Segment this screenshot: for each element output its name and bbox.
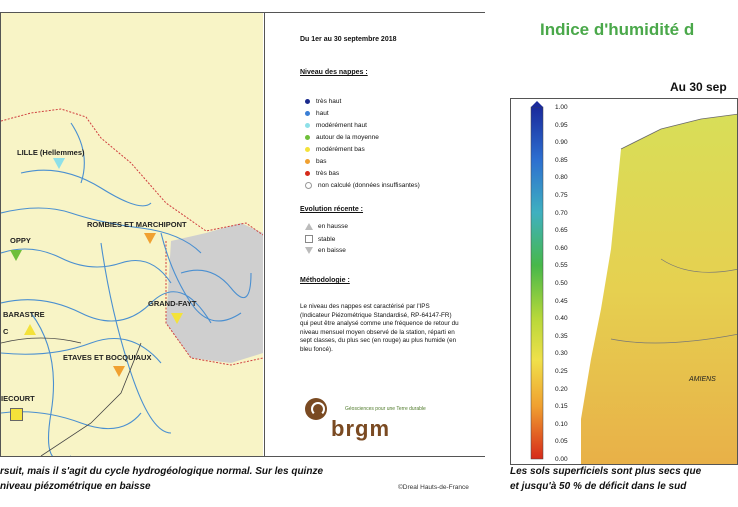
legend-level-item: autour de la moyenne — [305, 134, 379, 141]
station-marker[interactable] — [10, 250, 22, 261]
scale-tick-label: 0.15 — [555, 403, 568, 411]
color-scale-bar — [530, 106, 544, 460]
panel-subtitle: Au 30 sep — [670, 80, 727, 94]
scale-tick-label: 0.60 — [555, 244, 568, 252]
brgm-logo: Géosciences pour une Terre durable brgm — [305, 398, 455, 448]
level-swatch — [305, 123, 310, 128]
station-label: ROMBIES ET MARCHIPONT — [87, 220, 187, 229]
scale-arrow-icon — [531, 101, 543, 107]
station-label: BARASTRE — [3, 310, 45, 319]
scale-tick-label: 0.20 — [555, 385, 568, 393]
land-area — [581, 114, 737, 464]
scale-tick-label: 0.40 — [555, 315, 568, 323]
soil-moisture-panel: Indice d'humidité d Au 30 sep — [510, 0, 738, 492]
left-caption-line2: niveau piézométrique en baisse — [0, 481, 151, 492]
scale-tick-label: 0.35 — [555, 332, 568, 340]
station-marker[interactable] — [113, 366, 125, 377]
scale-tick-label: 0.85 — [555, 156, 568, 164]
scale-tick-label: 0.95 — [555, 121, 568, 129]
legend-level-item: modérément bas — [305, 146, 365, 153]
level-swatch — [305, 135, 310, 140]
scale-tick-label: 0.10 — [555, 420, 568, 428]
town-label: AMIENS — [689, 376, 716, 383]
scale-tick-label: 0.45 — [555, 297, 568, 305]
station-label: LILLE (Hellemmes) — [17, 148, 85, 157]
soil-moisture-map: 1.00 0.95 0.90 0.85 0.80 0.75 0.70 0.65 0.60 0.55… — [510, 98, 738, 465]
scale-tick-label: 1.00 — [555, 104, 568, 111]
station-marker[interactable] — [53, 158, 65, 169]
square-icon — [305, 235, 313, 243]
legend-level-item: haut — [305, 110, 329, 117]
groundwater-map: LILLE (Hellemmes) OPPY ROMBIES ET MARCHI… — [1, 13, 263, 456]
panel-title: Indice d'humidité d — [540, 20, 695, 39]
legend-trend-item: en hausse — [305, 223, 348, 230]
station-marker[interactable] — [24, 324, 36, 335]
station-marker[interactable] — [144, 233, 156, 244]
level-swatch — [305, 171, 310, 176]
left-caption-line1: rsuit, mais il s'agit du cycle hydrogéol… — [0, 466, 324, 477]
triangle-up-icon — [305, 223, 313, 230]
levels-heading: Niveau des nappes : — [300, 69, 368, 76]
level-swatch — [305, 147, 310, 152]
legend-level-item: non calculé (données insuffisantes) — [305, 182, 420, 189]
region-map-svg — [1, 13, 263, 456]
right-caption-line1: Les sols superficiels sont plus secs que — [510, 466, 702, 477]
legend-level-item: très bas — [305, 170, 339, 177]
map-legend: Du 1er au 30 septembre 2018 Niveau des n… — [264, 13, 485, 456]
level-swatch — [305, 159, 310, 164]
station-label: OPPY — [10, 236, 31, 245]
scale-tick-label: 0.70 — [555, 209, 568, 217]
station-label: ETAVES ET BOCQUIAUX — [63, 353, 152, 362]
photo-credit: ©Dreal Hauts-de-France — [398, 484, 469, 491]
legend-level-item: bas — [305, 158, 326, 165]
station-marker[interactable] — [171, 313, 183, 324]
station-marker[interactable] — [10, 408, 23, 421]
legend-period: Du 1er au 30 septembre 2018 — [300, 36, 397, 43]
rivers — [1, 122, 252, 456]
level-swatch — [305, 182, 312, 189]
brgm-logo-icon — [305, 398, 327, 420]
level-swatch — [305, 99, 310, 104]
legend-level-item: modérément haut — [305, 122, 367, 129]
groundwater-map-panel: LILLE (Hellemmes) OPPY ROMBIES ET MARCHI… — [0, 12, 485, 457]
scale-tick-label: 0.80 — [555, 174, 568, 182]
scale-tick-label: 0.00 — [555, 456, 568, 463]
scale-tick-label: 0.05 — [555, 438, 568, 446]
trend-heading: Evolution récente : — [300, 206, 364, 213]
station-label: IECOURT — [1, 394, 35, 403]
scale-tick-label: 0.65 — [555, 227, 568, 235]
scale-tick-label: 0.30 — [555, 350, 568, 358]
triangle-down-icon — [305, 247, 313, 254]
scale-tick-label: 0.75 — [555, 192, 568, 199]
level-swatch — [305, 111, 310, 116]
moisture-map-svg — [530, 101, 737, 464]
station-label: C — [3, 327, 9, 336]
station-label: GRAND-FAYT — [148, 299, 197, 308]
legend-level-item: très haut — [305, 98, 341, 105]
scale-tick-label: 0.50 — [555, 280, 568, 287]
legend-trend-item: stable — [305, 235, 335, 243]
scale-tick-label: 0.90 — [555, 139, 568, 147]
legend-trend-item: en baisse — [305, 247, 346, 254]
right-caption-line2: et jusqu'à 50 % de déficit dans le sud — [510, 481, 687, 492]
scale-tick-label: 0.25 — [555, 368, 568, 375]
method-text: Le niveau des nappes est caractérisé par… — [300, 303, 459, 353]
scale-tick-label: 0.55 — [555, 262, 568, 270]
neighbor-region — [166, 223, 263, 363]
method-heading: Méthodologie : — [300, 277, 350, 284]
